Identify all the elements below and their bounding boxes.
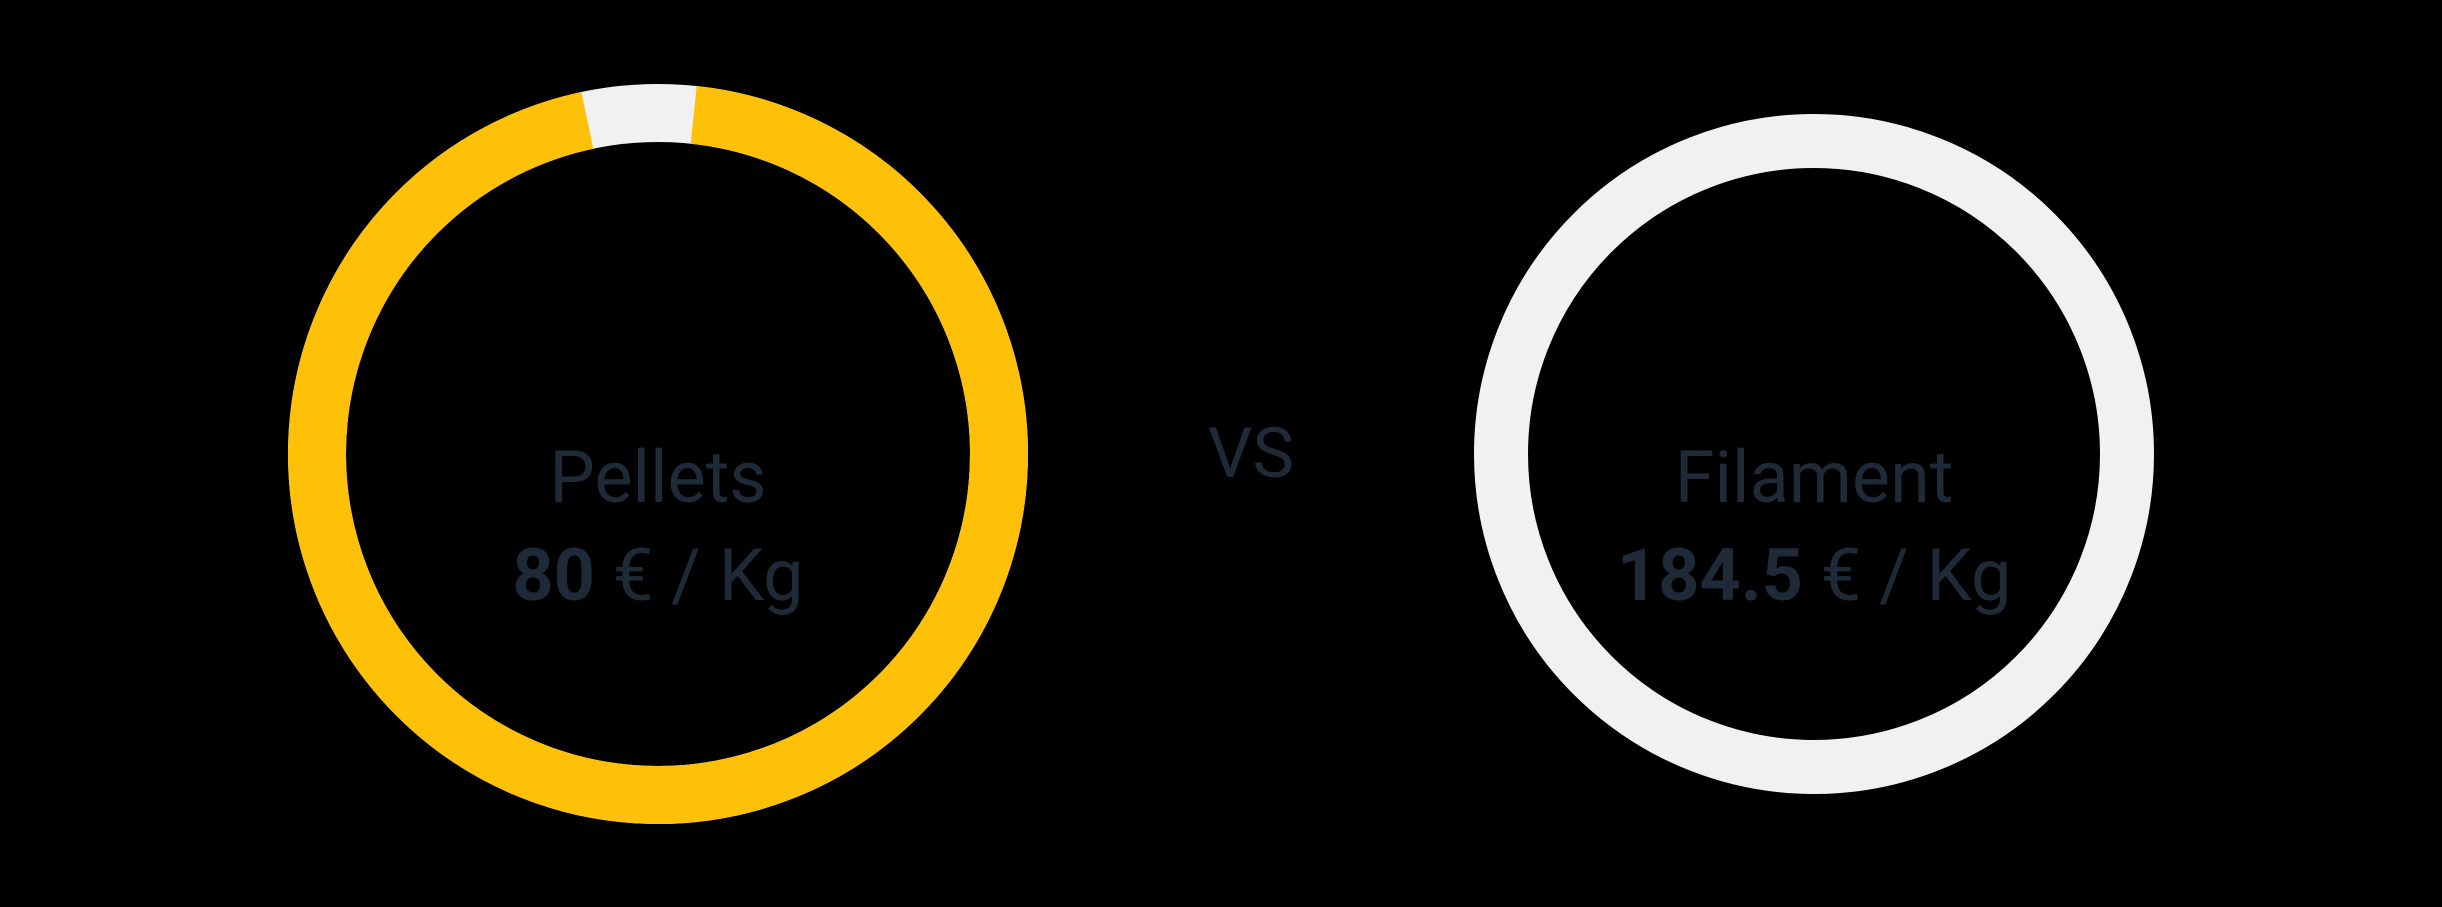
filament-title: Filament bbox=[1474, 435, 2154, 521]
pellets-title: Pellets bbox=[288, 435, 1028, 521]
pellets-price: 80 € / Kg bbox=[288, 529, 1028, 623]
filament-price-unit: € / Kg bbox=[1803, 533, 2011, 618]
pellets-price-unit: € / Kg bbox=[595, 533, 803, 618]
pellets-price-value: 80 bbox=[512, 533, 595, 618]
filament-ring: Filament 184.5 € / Kg bbox=[1474, 114, 2154, 794]
pellets-content: Pellets 80 € / Kg bbox=[288, 435, 1028, 623]
comparison-container: Pellets 80 € / Kg VS Filament 184.5 € / … bbox=[0, 84, 2442, 824]
filament-content: Filament 184.5 € / Kg bbox=[1474, 435, 2154, 623]
pellets-ring: Pellets 80 € / Kg bbox=[288, 84, 1028, 824]
vs-label: VS bbox=[1208, 413, 1294, 495]
filament-price-value: 184.5 bbox=[1617, 533, 1803, 618]
filament-price: 184.5 € / Kg bbox=[1474, 529, 2154, 623]
